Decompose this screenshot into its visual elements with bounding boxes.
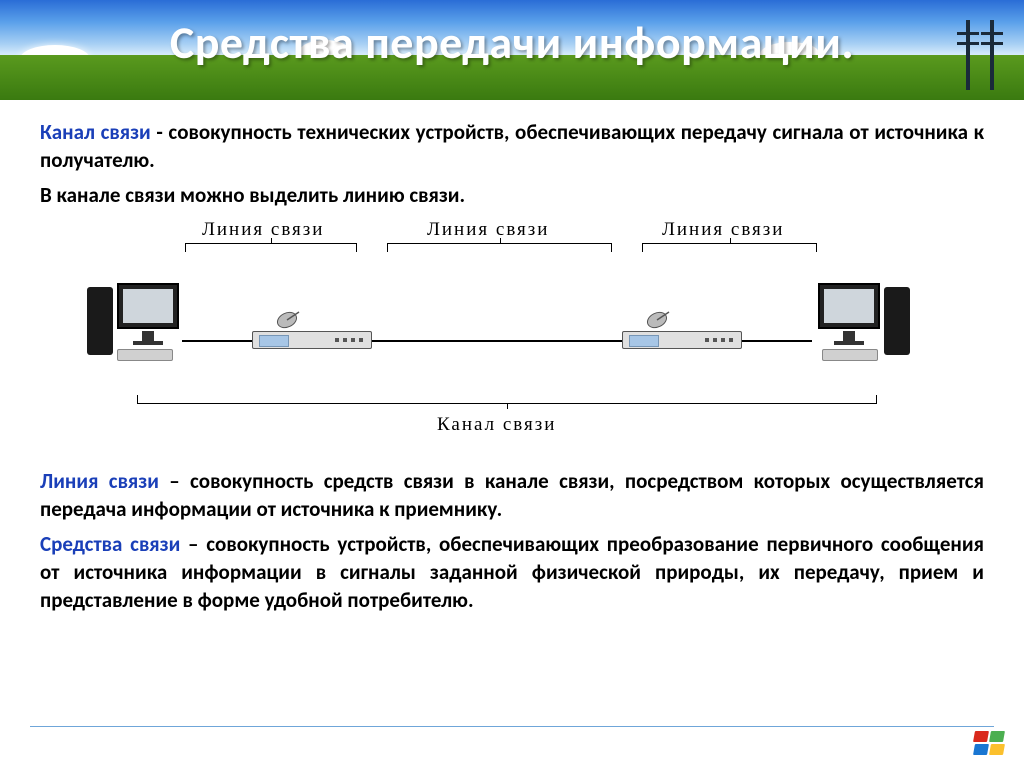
brace-channel bbox=[137, 392, 877, 404]
wire bbox=[182, 340, 252, 342]
keyboard-icon bbox=[117, 349, 173, 361]
brace-top bbox=[185, 243, 357, 255]
content-area: Канал связи - совокупность технических у… bbox=[0, 100, 1024, 615]
windows-logo-icon bbox=[974, 731, 1006, 759]
definition-channel: Канал связи - совокупность технических у… bbox=[40, 118, 984, 175]
satellite-dish-icon bbox=[645, 309, 673, 329]
definition-means: Средства связи – совокупность устройств,… bbox=[40, 530, 984, 615]
tower-icon bbox=[87, 287, 113, 355]
wire bbox=[742, 340, 812, 342]
term-channel: Канал связи bbox=[40, 119, 151, 145]
satellite-dish-icon bbox=[275, 309, 303, 329]
brace-label-line-2: Линия связи bbox=[427, 217, 549, 243]
monitor-icon bbox=[818, 283, 880, 329]
term-means: Средства связи bbox=[40, 531, 180, 557]
slide-title: Средства передачи информации. bbox=[0, 15, 1024, 71]
footer-rule bbox=[30, 726, 994, 727]
channel-note: В канале связи можно выделить линию связ… bbox=[40, 181, 984, 209]
pc-left bbox=[87, 277, 187, 367]
monitor-base bbox=[133, 341, 163, 345]
monitor-icon bbox=[117, 283, 179, 329]
modem-icon bbox=[252, 331, 372, 349]
keyboard-icon bbox=[822, 349, 878, 361]
brace-top bbox=[642, 243, 817, 255]
term-line: Линия связи bbox=[40, 468, 159, 494]
definition-line: Линия связи – совокупность средств связи… bbox=[40, 467, 984, 524]
monitor-base bbox=[834, 341, 864, 345]
brace-label-line-3: Линия связи bbox=[662, 217, 784, 243]
brace-label-line-1: Линия связи bbox=[202, 217, 324, 243]
brace-top bbox=[387, 243, 612, 255]
definition-means-text: – совокупность устройств, обеспечивающих… bbox=[40, 531, 984, 614]
brace-label-channel: Канал связи bbox=[437, 412, 556, 438]
pc-right bbox=[812, 277, 912, 367]
network-diagram: Линия связи Линия связи Линия связи bbox=[87, 217, 937, 457]
modem-icon bbox=[622, 331, 742, 349]
monitor-stand bbox=[843, 331, 855, 341]
header-banner: Средства передачи информации. bbox=[0, 0, 1024, 100]
slide: Средства передачи информации. Канал связ… bbox=[0, 0, 1024, 767]
definition-channel-text: - совокупность технических устройств, об… bbox=[40, 119, 984, 173]
monitor-stand bbox=[142, 331, 154, 341]
tower-icon bbox=[884, 287, 910, 355]
wire bbox=[372, 340, 622, 342]
definition-line-text: – совокупность средств связи в канале св… bbox=[40, 468, 984, 522]
